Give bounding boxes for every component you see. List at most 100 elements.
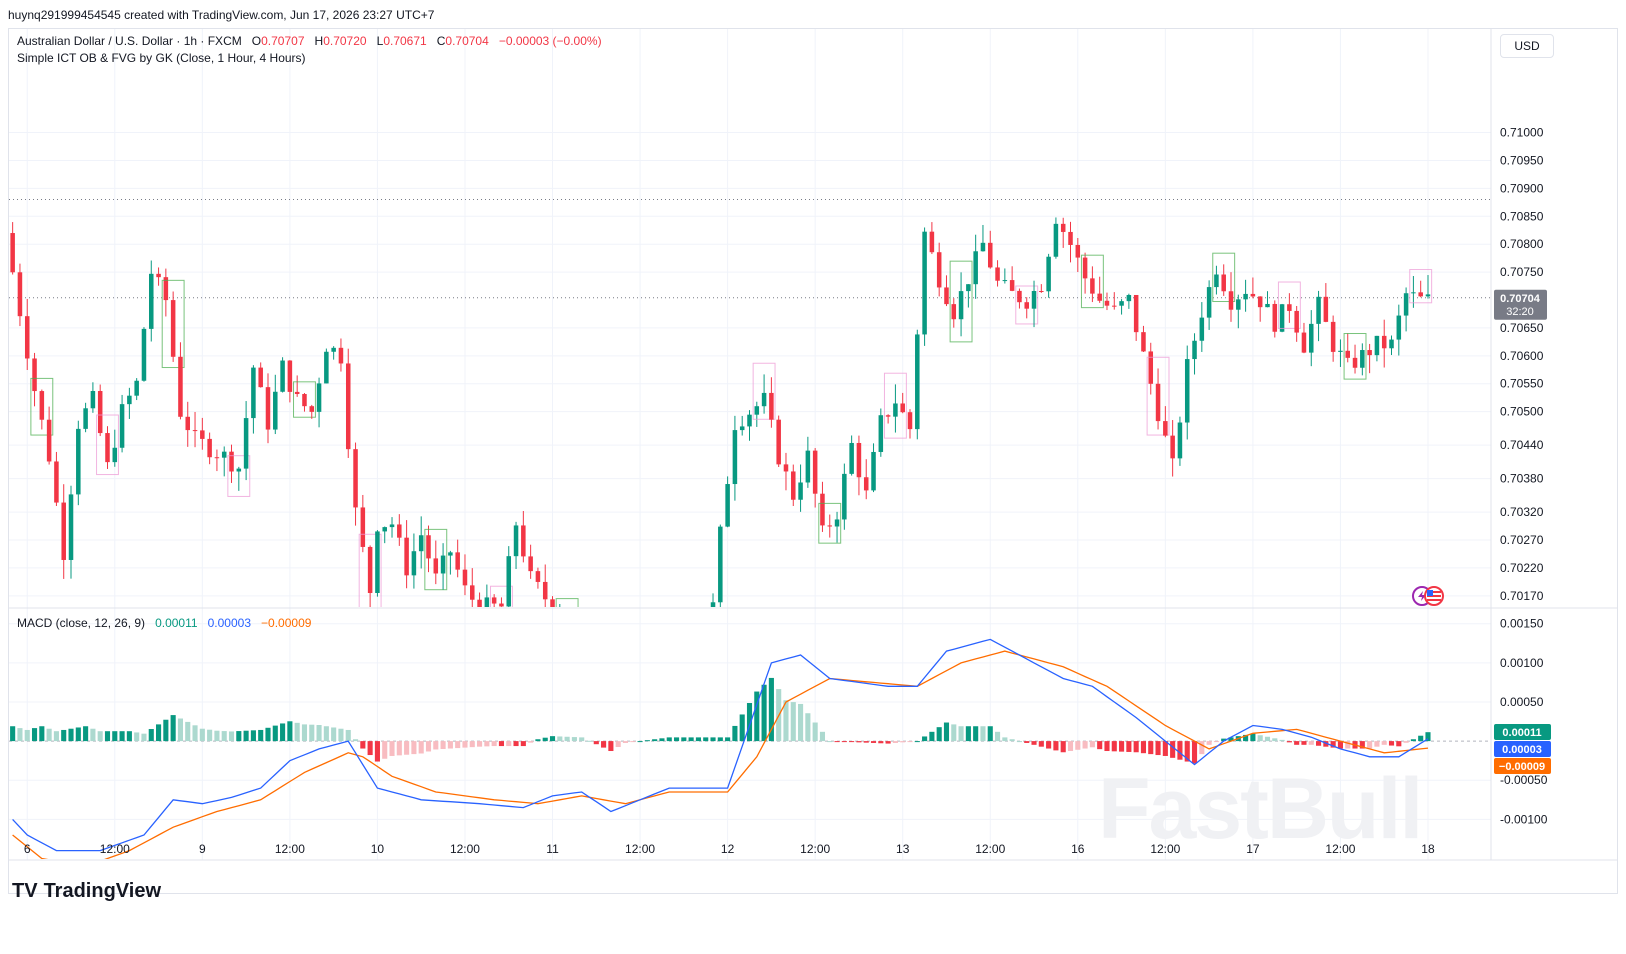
candle-body: [1352, 357, 1358, 368]
macd-hist-bar: [418, 741, 424, 754]
candle-body: [411, 551, 417, 576]
candle-body: [776, 419, 781, 465]
macd-hist-value: 0.00011: [155, 616, 198, 630]
macd-title[interactable]: MACD (close, 12, 26, 9): [17, 616, 146, 630]
candle-body: [331, 347, 336, 352]
macd-hist-bar: [980, 726, 986, 742]
macd-hist-bar: [1323, 741, 1329, 747]
macd-hist-bar: [301, 724, 308, 742]
macd-hist-bar: [579, 737, 585, 742]
candle-body: [404, 537, 409, 576]
macd-hist-bar: [644, 740, 650, 742]
time-tick-label: 11: [546, 842, 559, 856]
candle-body: [83, 408, 88, 429]
macd-hist-bar: [39, 726, 45, 742]
candle-body: [39, 391, 45, 420]
time-tick-label: 12: [721, 842, 735, 856]
candle-body: [798, 482, 803, 500]
candle-body: [1119, 301, 1124, 306]
macd-hist-bar: [528, 741, 534, 743]
candle-body: [1163, 421, 1168, 436]
candle-body: [61, 502, 66, 560]
currency-button[interactable]: USD: [1500, 34, 1554, 58]
ohlc-l-value: 0.70671: [383, 34, 427, 48]
candle-body: [1170, 435, 1175, 459]
macd-hist-bar: [849, 741, 855, 743]
tradingview-logo[interactable]: TV TradingView: [12, 880, 161, 903]
macd-hist-bar: [1330, 741, 1336, 748]
currency-flag-icon: [1412, 586, 1444, 606]
macd-hist-bar: [1316, 741, 1322, 746]
price-tick-label: 0.71000: [1500, 126, 1544, 140]
candle-body: [1418, 292, 1423, 297]
time-tick-label: 12:00: [1325, 842, 1355, 856]
macd-hist-bar: [1264, 736, 1271, 742]
macd-hist-bar: [1374, 741, 1380, 747]
candle-body: [1082, 257, 1088, 279]
macd-hist-bar: [309, 724, 315, 742]
macd-hist-bar: [965, 726, 971, 742]
macd-hist-bar: [900, 741, 906, 743]
candle-body: [178, 356, 183, 417]
candle-body: [1374, 335, 1380, 356]
macd-hist-bar: [462, 741, 468, 748]
macd-signal-badge-label: −0.00009: [1499, 761, 1545, 773]
macd-hist-bar: [703, 737, 709, 742]
candle-body: [1075, 244, 1081, 258]
macd-hist-badge: 0.00011: [1494, 724, 1551, 740]
fvg-box: [424, 528, 448, 591]
fvg-box: [1409, 269, 1433, 304]
indicator-legend[interactable]: Simple ICT OB & FVG by GK (Close, 1 Hour…: [17, 51, 306, 65]
macd-hist-bar: [739, 714, 745, 742]
macd-hist-badge-bg: [1494, 724, 1551, 740]
tradingview-mark-icon: TV: [12, 880, 38, 902]
candle-body: [163, 277, 169, 301]
macd-line: [12, 638, 1429, 852]
macd-hist-bar: [681, 737, 687, 742]
candle-body: [958, 291, 964, 320]
candle-body: [251, 367, 256, 419]
macd-hist-bar: [622, 741, 629, 743]
macd-hist-bar: [1403, 741, 1409, 743]
candle-body: [338, 347, 344, 364]
fvg-box: [555, 598, 579, 607]
macd-hist-bar: [1126, 741, 1132, 752]
macd-hist-bar: [228, 731, 235, 742]
candle-body: [1250, 293, 1256, 297]
candle-body: [316, 383, 322, 412]
countdown-label: 32:20: [1506, 306, 1534, 318]
time-axis: 6 12:00 9 12:00 10 12:00 11 12:00 12 12:00 13 12:00…: [24, 842, 1435, 856]
macd-hist-bar: [1272, 738, 1278, 742]
macd-hist-bar: [1425, 732, 1431, 742]
macd-hist-bar: [214, 730, 220, 742]
candle-body: [1031, 291, 1037, 309]
macd-hist-bar: [637, 741, 643, 743]
time-tick-label: 12:00: [100, 842, 130, 856]
candle-body: [900, 403, 905, 413]
macd-hist-bar: [192, 725, 198, 742]
macd-hist-bar: [1009, 739, 1015, 742]
candle-body: [1316, 296, 1321, 324]
macd-hist-bar: [1053, 741, 1059, 751]
candle-body: [1141, 332, 1146, 352]
price-tick-label: 0.70750: [1500, 265, 1544, 279]
macd-hist-bar: [119, 731, 125, 742]
macd-signal-badge: −0.00009: [1494, 758, 1551, 774]
macd-hist-bar: [97, 731, 103, 742]
macd-hist-bar: [1104, 741, 1110, 752]
macd-hist-bar: [1162, 741, 1168, 756]
macd-hist-bar: [185, 721, 191, 742]
macd-hist-bar: [1155, 741, 1161, 756]
macd-hist-bar: [914, 741, 920, 743]
macd-hist-bar: [615, 741, 621, 747]
fvg-box: [949, 260, 973, 343]
candle-body: [1155, 383, 1161, 422]
macd-legend: MACD (close, 12, 26, 9) 0.00011 0.00003 …: [17, 616, 311, 630]
macd-hist-bar: [630, 741, 636, 743]
candle-body: [1214, 274, 1219, 288]
macd-hist-bar: [564, 736, 570, 742]
candle-body: [185, 416, 191, 431]
macd-hist-bar: [798, 703, 804, 742]
symbol-title[interactable]: Australian Dollar / U.S. Dollar · 1h · F…: [17, 34, 242, 48]
